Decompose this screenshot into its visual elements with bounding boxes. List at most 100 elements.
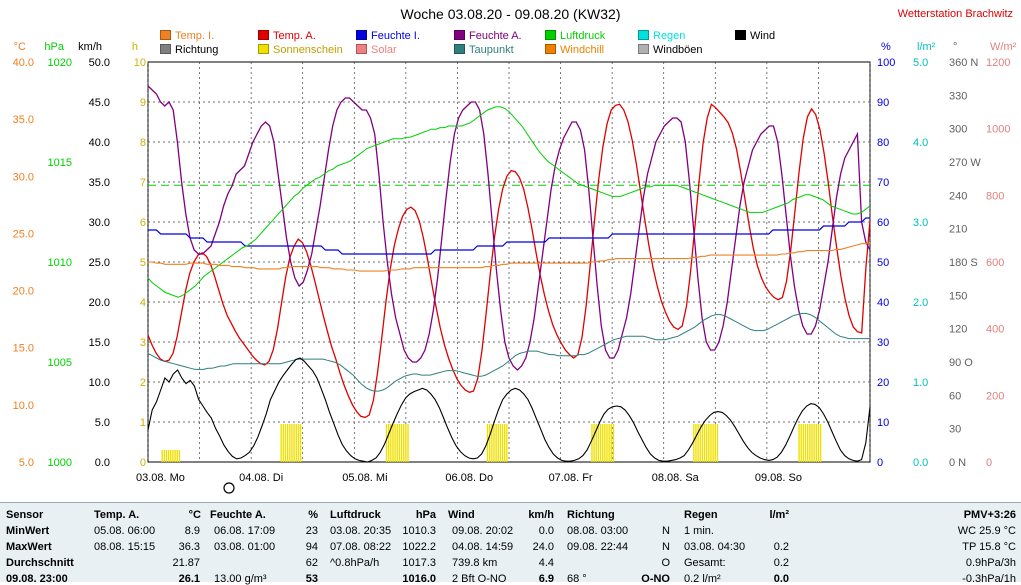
sun-axis-tick: 7 bbox=[140, 177, 146, 189]
station-name: Wetterstation Brachwitz bbox=[897, 8, 1013, 20]
table-header: hPa bbox=[415, 509, 436, 521]
solar-axis-unit: W/m² bbox=[990, 41, 1017, 53]
direction-axis-unit: ° bbox=[953, 41, 957, 53]
table-cell: TP 15.8 °C bbox=[962, 541, 1016, 553]
humidity-axis-tick: 70 bbox=[877, 177, 889, 189]
legend-item: Windböen bbox=[638, 44, 703, 57]
table-cell: 08.08. 03:00 bbox=[567, 525, 629, 537]
table-cell: 1016.0 bbox=[402, 573, 436, 585]
table-cell: 08.08. 15:15 bbox=[94, 541, 156, 553]
x-tick-label: 09.08. So bbox=[755, 472, 802, 484]
table-cell: WC 25.9 °C bbox=[957, 525, 1016, 537]
rain-axis-tick: 4.0 bbox=[913, 137, 928, 149]
pressure-axis-tick: 1000 bbox=[48, 457, 72, 469]
pressure-axis-tick: 1020 bbox=[48, 57, 72, 69]
legend-swatch bbox=[454, 30, 465, 40]
direction-axis-tick: 120 bbox=[949, 324, 967, 336]
table-cell: 1 min. bbox=[684, 525, 714, 537]
legend-label: Feuchte I. bbox=[371, 30, 420, 42]
legend-swatch bbox=[356, 44, 367, 54]
table-header: °C bbox=[188, 509, 201, 521]
humidity-axis-tick: 10 bbox=[877, 417, 889, 429]
solar-axis-tick: 800 bbox=[986, 190, 1004, 202]
x-tick-label: 03.08. Mo bbox=[136, 472, 185, 484]
table-header: Regen bbox=[684, 509, 718, 521]
legend-label: Solar bbox=[371, 44, 397, 56]
legend-label: Regen bbox=[653, 30, 686, 42]
table-cell: O-NO bbox=[641, 573, 670, 585]
table-cell: 1010.3 bbox=[402, 525, 436, 537]
legend-label: Windböen bbox=[653, 44, 703, 56]
rain-axis-tick: 2.0 bbox=[913, 297, 928, 309]
table-cell: 21.87 bbox=[172, 557, 200, 569]
temp-axis-tick: 5.0 bbox=[19, 457, 34, 469]
humidity-axis-tick: 60 bbox=[877, 217, 889, 229]
table-header: Feuchte A. bbox=[210, 509, 266, 521]
humidity-axis-tick: 20 bbox=[877, 377, 889, 389]
table-cell: 0.2 bbox=[773, 541, 789, 553]
humidity-axis-tick: 80 bbox=[877, 137, 889, 149]
legend-label: Feuchte A. bbox=[469, 30, 522, 42]
table-cell: 53 bbox=[305, 573, 318, 585]
table-cell: 26.1 bbox=[178, 573, 200, 585]
temp-axis-tick: 20.0 bbox=[13, 286, 34, 298]
legend-item: Taupunkt bbox=[454, 44, 514, 57]
legend-item: Luftdruck bbox=[545, 30, 605, 43]
table-header: Wind bbox=[448, 509, 475, 521]
temp-axis-tick: 35.0 bbox=[13, 114, 34, 126]
temp-axis-tick: 40.0 bbox=[13, 57, 34, 69]
legend-item: Regen bbox=[638, 30, 685, 43]
wind-axis-tick: 5.0 bbox=[95, 417, 110, 429]
table-cell: 0.2 bbox=[773, 557, 789, 569]
pressure-axis-tick: 1010 bbox=[48, 257, 72, 269]
humidity-axis-tick: 100 bbox=[877, 57, 895, 69]
temp-axis-tick: 10.0 bbox=[13, 400, 34, 412]
temp-axis-tick: 15.0 bbox=[13, 343, 34, 355]
cursor-marker bbox=[223, 482, 235, 494]
sun-axis-tick: 4 bbox=[140, 297, 146, 309]
table-cell: 23 bbox=[305, 525, 318, 537]
table-cell: 8.9 bbox=[184, 525, 200, 537]
sun-axis-tick: 6 bbox=[140, 217, 146, 229]
table-header: Temp. A. bbox=[94, 509, 140, 521]
sun-axis-tick: 0 bbox=[140, 457, 146, 469]
legend-swatch bbox=[735, 30, 746, 40]
table-cell: 6.9 bbox=[538, 573, 554, 585]
sun-axis-tick: 3 bbox=[140, 337, 146, 349]
legend-swatch bbox=[638, 30, 649, 40]
sun-axis-tick: 5 bbox=[140, 257, 146, 269]
series-luftdruck bbox=[147, 106, 871, 298]
legend-item: Sonnenschein bbox=[258, 44, 343, 57]
chart-title: Woche 03.08.20 - 09.08.20 (KW32) bbox=[400, 6, 621, 22]
humidity-axis-tick: 40 bbox=[877, 297, 889, 309]
solar-axis-tick: 200 bbox=[986, 390, 1004, 402]
direction-axis-tick: 150 bbox=[949, 290, 967, 302]
x-tick-label: 08.08. Sa bbox=[652, 472, 700, 484]
humidity-axis-tick: 30 bbox=[877, 337, 889, 349]
table-header: km/h bbox=[528, 509, 554, 521]
series-temp-a- bbox=[147, 103, 871, 419]
rain-axis-tick: 5.0 bbox=[913, 57, 928, 69]
legend-swatch bbox=[258, 44, 269, 54]
table-row-label: MaxWert bbox=[6, 541, 52, 553]
legend-swatch bbox=[160, 30, 171, 40]
legend-label: Richtung bbox=[175, 44, 219, 56]
table-cell: 4.4 bbox=[538, 557, 554, 569]
legend-swatch bbox=[638, 44, 649, 54]
table-row-label: 09.08. 23:00 bbox=[6, 573, 68, 585]
legend-swatch bbox=[545, 30, 556, 40]
humidity-axis-tick: 90 bbox=[877, 97, 889, 109]
humidity-axis-tick: 50 bbox=[877, 257, 889, 269]
x-tick-label: 04.08. Di bbox=[239, 472, 283, 484]
table-cell: N bbox=[662, 541, 670, 553]
rain-axis-tick: 3.0 bbox=[913, 217, 928, 229]
wind-axis-tick: 10.0 bbox=[89, 377, 110, 389]
legend-item: Solar bbox=[356, 44, 397, 57]
wind-axis-tick: 25.0 bbox=[89, 257, 110, 269]
direction-axis-tick: 300 bbox=[949, 124, 967, 136]
table-cell: 04.08. 14:59 bbox=[452, 541, 514, 553]
legend-swatch bbox=[160, 44, 171, 54]
wind-axis-tick: 50.0 bbox=[89, 57, 110, 69]
series-temp-i- bbox=[148, 242, 871, 272]
x-tick-label: 05.08. Mi bbox=[342, 472, 387, 484]
